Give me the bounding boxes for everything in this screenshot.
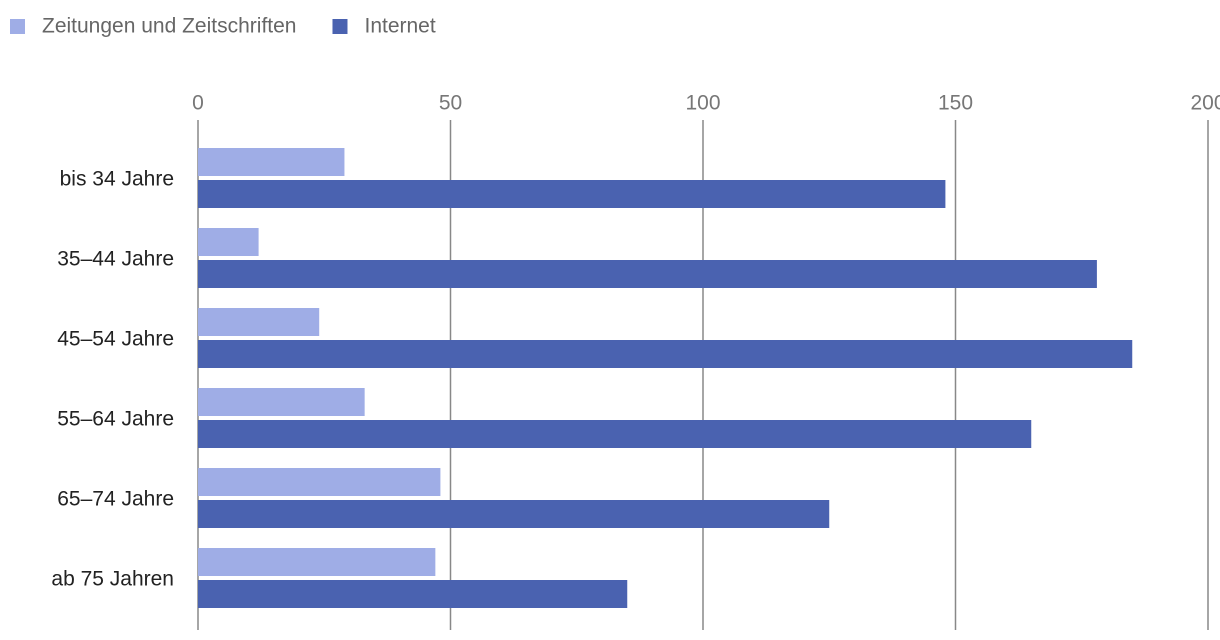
x-tick-label: 100 [685, 92, 720, 115]
bar [198, 308, 320, 336]
y-tick-label: ab 75 Jahren [51, 568, 174, 591]
y-tick-label: bis 34 Jahre [60, 168, 174, 191]
bar [198, 180, 946, 208]
x-tick-label: 50 [439, 92, 462, 115]
y-tick-label: 45–54 Jahre [57, 328, 174, 351]
legend-label: Zeitungen und Zeitschriften [42, 15, 296, 38]
bar [198, 548, 436, 576]
legend-label: Internet [364, 15, 435, 38]
legend-swatch [332, 19, 348, 34]
bar [198, 228, 259, 256]
y-tick-label: 35–44 Jahre [57, 248, 174, 271]
y-tick-label: 55–64 Jahre [57, 408, 174, 431]
bar [198, 260, 1097, 288]
x-tick-label: 200 [1190, 92, 1220, 115]
bar [198, 468, 441, 496]
bar [198, 148, 345, 176]
legend-swatch [10, 19, 25, 34]
bar [198, 340, 1133, 368]
y-tick-label: 65–74 Jahre [57, 488, 174, 511]
bar [198, 580, 628, 608]
x-tick-label: 0 [192, 92, 204, 115]
bar [198, 420, 1032, 448]
bar [198, 500, 830, 528]
x-tick-label: 150 [938, 92, 973, 115]
bar [198, 388, 365, 416]
